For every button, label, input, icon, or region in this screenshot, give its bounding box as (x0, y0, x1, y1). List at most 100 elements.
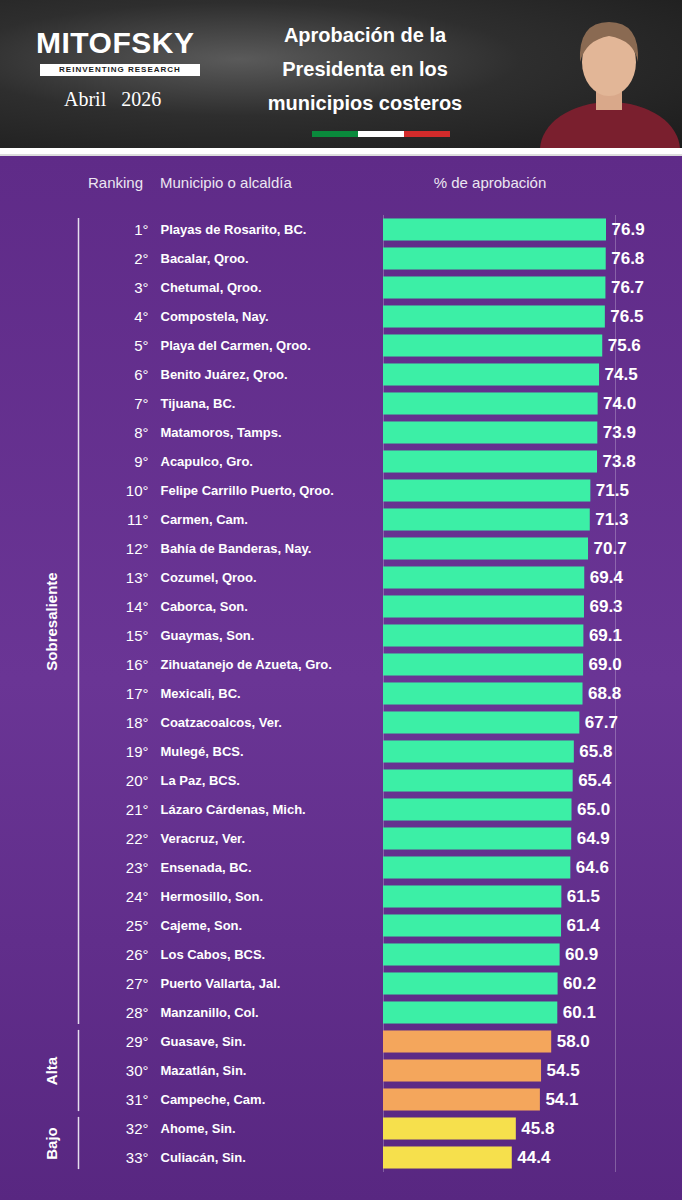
svg-text:Puerto Vallarta, Jal.: Puerto Vallarta, Jal. (161, 976, 281, 991)
svg-text:Campeche, Cam.: Campeche, Cam. (161, 1092, 266, 1107)
svg-text:15°: 15° (126, 627, 149, 644)
svg-text:14°: 14° (126, 598, 149, 615)
svg-text:Carmen, Cam.: Carmen, Cam. (161, 512, 248, 527)
svg-text:Lázaro Cárdenas, Mich.: Lázaro Cárdenas, Mich. (161, 802, 306, 817)
svg-text:64.6: 64.6 (576, 858, 609, 877)
svg-text:70.7: 70.7 (594, 539, 627, 558)
svg-text:1°: 1° (134, 221, 148, 238)
svg-text:32°: 32° (126, 1120, 149, 1137)
svg-text:18°: 18° (126, 714, 149, 731)
svg-text:19°: 19° (126, 743, 149, 760)
svg-text:33°: 33° (126, 1149, 149, 1166)
svg-text:17°: 17° (126, 685, 149, 702)
svg-text:Bacalar, Qroo.: Bacalar, Qroo. (161, 251, 249, 266)
svg-text:30°: 30° (126, 1062, 149, 1079)
svg-text:67.7: 67.7 (585, 713, 618, 732)
svg-text:29°: 29° (126, 1033, 149, 1050)
svg-text:74.0: 74.0 (603, 394, 636, 413)
svg-text:8°: 8° (134, 424, 148, 441)
svg-text:21°: 21° (126, 801, 149, 818)
svg-text:25°: 25° (126, 917, 149, 934)
svg-text:Cozumel, Qroo.: Cozumel, Qroo. (161, 570, 257, 585)
svg-text:26°: 26° (126, 946, 149, 963)
svg-text:65.4: 65.4 (578, 771, 612, 790)
svg-text:Los Cabos, BCS.: Los Cabos, BCS. (161, 947, 266, 962)
svg-text:54.5: 54.5 (547, 1061, 580, 1080)
svg-text:45.8: 45.8 (521, 1119, 554, 1138)
svg-text:23°: 23° (126, 859, 149, 876)
svg-text:68.8: 68.8 (588, 684, 621, 703)
svg-text:10°: 10° (126, 482, 149, 499)
svg-text:Ahome, Sin.: Ahome, Sin. (161, 1121, 236, 1136)
svg-text:Mexicali, BC.: Mexicali, BC. (161, 686, 241, 701)
svg-text:64.9: 64.9 (577, 829, 610, 848)
svg-text:Playa del Carmen, Qroo.: Playa del Carmen, Qroo. (161, 338, 311, 353)
svg-text:60.9: 60.9 (565, 945, 598, 964)
svg-text:Matamoros, Tamps.: Matamoros, Tamps. (161, 425, 282, 440)
svg-text:71.3: 71.3 (595, 510, 628, 529)
svg-text:Zihuatanejo de Azueta, Gro.: Zihuatanejo de Azueta, Gro. (161, 657, 332, 672)
svg-text:Felipe Carrillo Puerto, Qroo.: Felipe Carrillo Puerto, Qroo. (161, 483, 334, 498)
svg-text:Tijuana, BC.: Tijuana, BC. (161, 396, 236, 411)
svg-text:76.8: 76.8 (611, 249, 644, 268)
svg-text:61.4: 61.4 (567, 916, 601, 935)
svg-text:11°: 11° (127, 511, 149, 528)
svg-text:Playas de Rosarito, BC.: Playas de Rosarito, BC. (161, 222, 307, 237)
svg-text:76.9: 76.9 (612, 220, 645, 239)
svg-text:Coatzacoalcos, Ver.: Coatzacoalcos, Ver. (161, 715, 282, 730)
svg-text:9°: 9° (134, 453, 148, 470)
svg-text:13°: 13° (126, 569, 149, 586)
svg-text:5°: 5° (134, 337, 148, 354)
svg-text:Culiacán, Sin.: Culiacán, Sin. (161, 1150, 246, 1165)
svg-text:Bahía de Banderas, Nay.: Bahía de Banderas, Nay. (161, 541, 312, 556)
svg-text:Compostela, Nay.: Compostela, Nay. (161, 309, 269, 324)
svg-text:Acapulco, Gro.: Acapulco, Gro. (161, 454, 253, 469)
svg-text:Guasave, Sin.: Guasave, Sin. (161, 1034, 246, 1049)
svg-text:Ensenada, BC.: Ensenada, BC. (161, 860, 252, 875)
svg-text:Guaymas, Son.: Guaymas, Son. (161, 628, 255, 643)
svg-text:Bajo: Bajo (43, 1127, 60, 1160)
svg-text:73.8: 73.8 (603, 452, 636, 471)
svg-text:76.7: 76.7 (611, 278, 644, 297)
svg-text:58.0: 58.0 (557, 1032, 590, 1051)
svg-text:73.9: 73.9 (603, 423, 636, 442)
svg-text:3°: 3° (134, 279, 148, 296)
svg-text:Hermosillo, Son.: Hermosillo, Son. (161, 889, 264, 904)
svg-text:Manzanillo, Col.: Manzanillo, Col. (161, 1005, 259, 1020)
svg-text:Caborca, Son.: Caborca, Son. (161, 599, 248, 614)
svg-text:4°: 4° (134, 308, 148, 325)
svg-text:Benito Juárez, Qroo.: Benito Juárez, Qroo. (161, 367, 288, 382)
svg-text:6°: 6° (134, 366, 148, 383)
svg-text:Chetumal, Qroo.: Chetumal, Qroo. (161, 280, 262, 295)
svg-text:69.3: 69.3 (589, 597, 622, 616)
svg-text:24°: 24° (126, 888, 149, 905)
svg-text:Veracruz, Ver.: Veracruz, Ver. (161, 831, 246, 846)
svg-text:69.0: 69.0 (589, 655, 622, 674)
svg-text:71.5: 71.5 (596, 481, 629, 500)
svg-text:Sobresaliente: Sobresaliente (43, 572, 60, 670)
svg-text:76.5: 76.5 (610, 307, 643, 326)
svg-text:22°: 22° (126, 830, 149, 847)
svg-text:65.8: 65.8 (579, 742, 612, 761)
svg-text:20°: 20° (126, 772, 149, 789)
svg-text:65.0: 65.0 (577, 800, 610, 819)
svg-text:Mulegé, BCS.: Mulegé, BCS. (161, 744, 244, 759)
svg-text:12°: 12° (126, 540, 149, 557)
svg-text:2°: 2° (134, 250, 148, 267)
svg-text:16°: 16° (126, 656, 149, 673)
svg-text:31°: 31° (126, 1091, 149, 1108)
svg-text:60.1: 60.1 (563, 1003, 596, 1022)
svg-text:74.5: 74.5 (605, 365, 638, 384)
svg-text:69.4: 69.4 (590, 568, 624, 587)
svg-text:28°: 28° (126, 1004, 149, 1021)
svg-text:La Paz, BCS.: La Paz, BCS. (161, 773, 240, 788)
svg-text:54.1: 54.1 (545, 1090, 578, 1109)
svg-text:44.4: 44.4 (517, 1148, 551, 1167)
svg-text:69.1: 69.1 (589, 626, 622, 645)
svg-text:75.6: 75.6 (608, 336, 641, 355)
svg-text:27°: 27° (126, 975, 149, 992)
svg-text:61.5: 61.5 (567, 887, 600, 906)
svg-text:Alta: Alta (43, 1056, 60, 1085)
svg-text:7°: 7° (134, 395, 148, 412)
svg-text:Cajeme, Son.: Cajeme, Son. (161, 918, 243, 933)
